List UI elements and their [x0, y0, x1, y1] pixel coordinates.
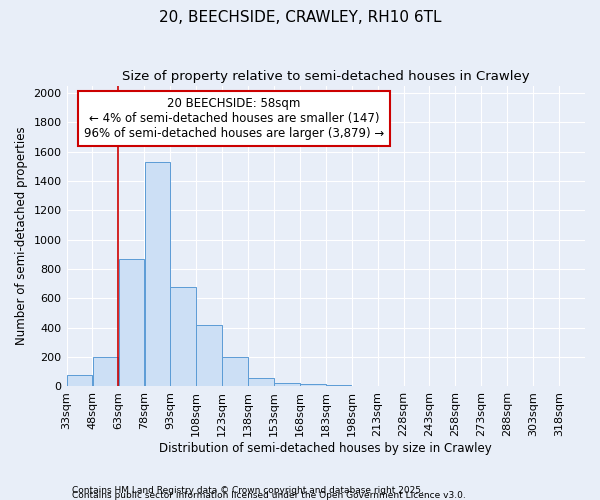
Text: 20 BEECHSIDE: 58sqm
← 4% of semi-detached houses are smaller (147)
96% of semi-d: 20 BEECHSIDE: 58sqm ← 4% of semi-detache…: [84, 98, 385, 140]
Bar: [196, 325, 222, 386]
Bar: [67, 376, 92, 386]
Bar: [300, 384, 326, 386]
Bar: [326, 385, 352, 386]
Text: 20, BEECHSIDE, CRAWLEY, RH10 6TL: 20, BEECHSIDE, CRAWLEY, RH10 6TL: [159, 10, 441, 25]
Text: Contains HM Land Registry data © Crown copyright and database right 2025.: Contains HM Land Registry data © Crown c…: [72, 486, 424, 495]
Bar: [145, 162, 170, 386]
Bar: [223, 357, 248, 386]
Y-axis label: Number of semi-detached properties: Number of semi-detached properties: [15, 126, 28, 346]
X-axis label: Distribution of semi-detached houses by size in Crawley: Distribution of semi-detached houses by …: [160, 442, 492, 455]
Bar: [170, 286, 196, 386]
Bar: [248, 378, 274, 386]
Bar: [119, 259, 144, 386]
Text: Contains public sector information licensed under the Open Government Licence v3: Contains public sector information licen…: [72, 491, 466, 500]
Bar: [274, 383, 299, 386]
Bar: [93, 357, 118, 386]
Title: Size of property relative to semi-detached houses in Crawley: Size of property relative to semi-detach…: [122, 70, 530, 83]
